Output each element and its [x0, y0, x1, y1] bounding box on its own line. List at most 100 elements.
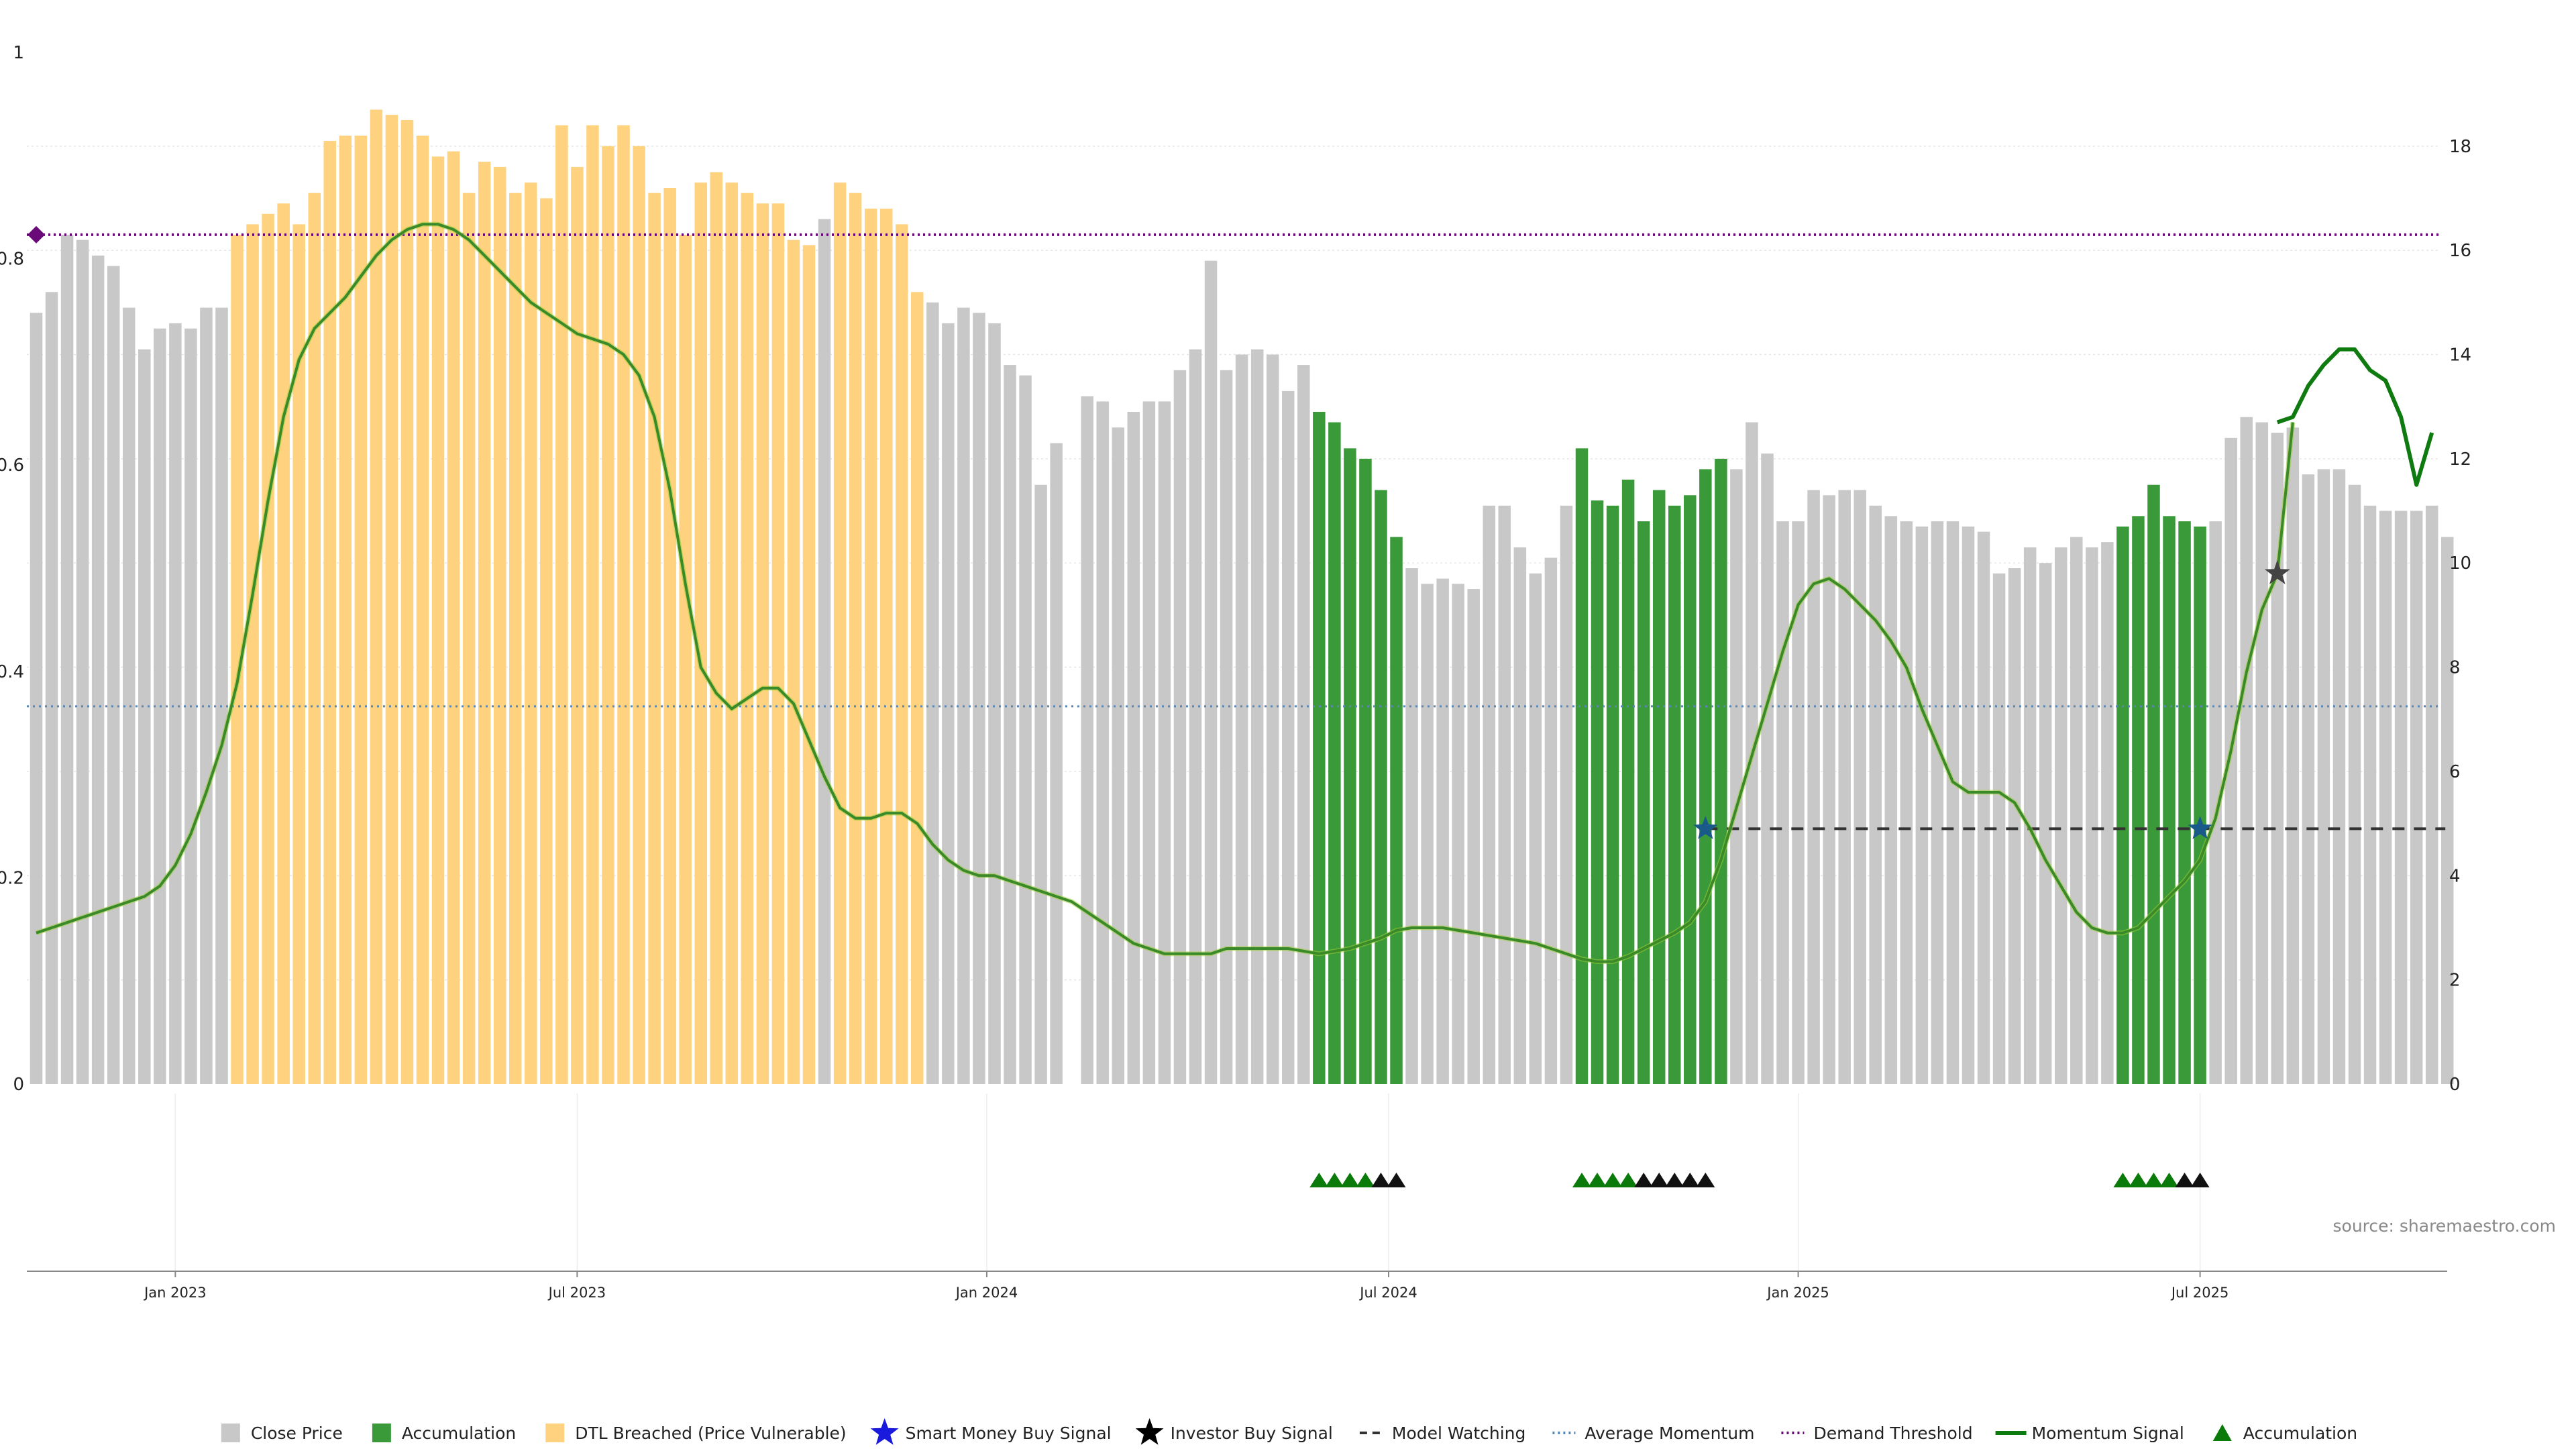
legend-label: Smart Money Buy Signal — [906, 1424, 1112, 1443]
accumulation-triangle — [1634, 1173, 1654, 1187]
momentum-signal — [35, 221, 2434, 964]
bar — [447, 151, 460, 1085]
accumulation-triangle — [1603, 1173, 1623, 1187]
bar — [385, 115, 398, 1084]
bar — [1715, 458, 1727, 1084]
bar — [1591, 500, 1604, 1084]
bar — [45, 292, 58, 1085]
bar — [1220, 370, 1233, 1084]
bar — [1544, 557, 1558, 1084]
bar — [694, 182, 707, 1085]
bar — [1034, 484, 1047, 1084]
bar — [2116, 526, 2129, 1084]
bar — [1900, 521, 1913, 1084]
bar — [2086, 547, 2098, 1084]
bar — [1992, 573, 2006, 1084]
bar — [1854, 490, 1866, 1084]
bar — [1652, 490, 1666, 1084]
bar — [741, 193, 754, 1084]
bar — [138, 349, 151, 1084]
bar — [1281, 390, 1295, 1085]
accumulation-triangle — [2159, 1173, 2179, 1187]
bar — [1529, 573, 1542, 1084]
bar — [1668, 505, 1681, 1084]
accumulation-triangle — [1387, 1173, 1406, 1187]
y-right-tick-label: 12 — [2449, 449, 2471, 470]
bar — [1730, 469, 1743, 1084]
bar — [400, 119, 414, 1085]
axes: Jan 2023 Jul 2023 Jan 2024 Jul 2024 Jan 2025… — [0, 43, 2471, 1301]
bar — [648, 193, 661, 1084]
y-right-tick-label: 10 — [2449, 553, 2471, 574]
bar — [879, 209, 893, 1085]
bar — [1838, 490, 1851, 1084]
bar — [973, 313, 985, 1085]
bar — [2240, 417, 2253, 1084]
bar — [2394, 511, 2408, 1084]
accumulation-triangle — [2113, 1173, 2133, 1187]
bar — [1297, 365, 1310, 1085]
bar — [540, 198, 553, 1084]
accumulation-triangle — [2190, 1173, 2210, 1187]
y-right-tick-label: 8 — [2449, 658, 2461, 678]
bar — [802, 245, 816, 1084]
bar — [2271, 433, 2284, 1084]
legend-label: Model Watching — [1392, 1424, 1526, 1443]
bar — [2039, 563, 2052, 1084]
bar — [1096, 401, 1110, 1084]
momentum-signal-line-recent — [2276, 347, 2434, 487]
bar — [2440, 537, 2454, 1084]
accumulation-triangle — [1309, 1173, 1329, 1187]
bar — [571, 166, 584, 1084]
bar — [2317, 469, 2330, 1084]
bar — [339, 136, 352, 1084]
bar — [617, 125, 630, 1085]
bar — [1498, 505, 1511, 1084]
bar — [1204, 260, 1218, 1085]
bar — [462, 193, 476, 1084]
bar — [1173, 370, 1187, 1084]
legend-item: Accumulation — [372, 1424, 516, 1443]
close-price-bars — [30, 109, 2454, 1085]
bar — [1436, 578, 1449, 1084]
bar — [2008, 568, 2021, 1084]
y-left-tick-label: 0.4 — [0, 662, 24, 682]
legend-swatch — [372, 1424, 391, 1442]
bar — [1081, 396, 1093, 1084]
bar — [833, 182, 847, 1085]
bar — [2023, 547, 2037, 1084]
bar — [1606, 505, 1619, 1084]
y-right-tick-label: 4 — [2449, 866, 2461, 886]
legend-label: Momentum Signal — [2032, 1424, 2184, 1443]
bar — [1575, 448, 1589, 1084]
demand-threshold-marker — [28, 225, 45, 244]
bar — [1776, 521, 1789, 1084]
bar — [60, 234, 74, 1085]
bar — [2348, 484, 2361, 1084]
bar — [1390, 537, 1403, 1084]
bar — [1189, 349, 1202, 1084]
legend: Close Price Accumulation DTL Breached (Pri… — [221, 1418, 2357, 1445]
bar — [911, 292, 924, 1085]
bar — [2132, 516, 2145, 1084]
bar — [1915, 526, 1929, 1084]
bar — [2332, 469, 2346, 1084]
legend-swatch — [545, 1424, 565, 1442]
bar — [525, 182, 537, 1085]
accumulation-triangle — [1356, 1173, 1375, 1187]
legend-item: Demand Threshold — [1781, 1424, 1973, 1443]
legend-label: Average Momentum — [1585, 1424, 1754, 1443]
bar — [1699, 469, 1712, 1084]
bar — [957, 307, 970, 1084]
bar — [76, 239, 89, 1084]
bar — [308, 193, 321, 1084]
legend-star — [1135, 1418, 1164, 1445]
accumulation-triangle — [2175, 1173, 2194, 1187]
bar — [1931, 521, 1944, 1084]
x-tick-label: Jul 2023 — [547, 1285, 606, 1301]
bar — [1313, 411, 1326, 1084]
bar — [1869, 505, 1882, 1084]
bar — [1328, 422, 1341, 1084]
bar — [354, 136, 368, 1084]
x-tick-label: Jan 2024 — [955, 1285, 1018, 1301]
